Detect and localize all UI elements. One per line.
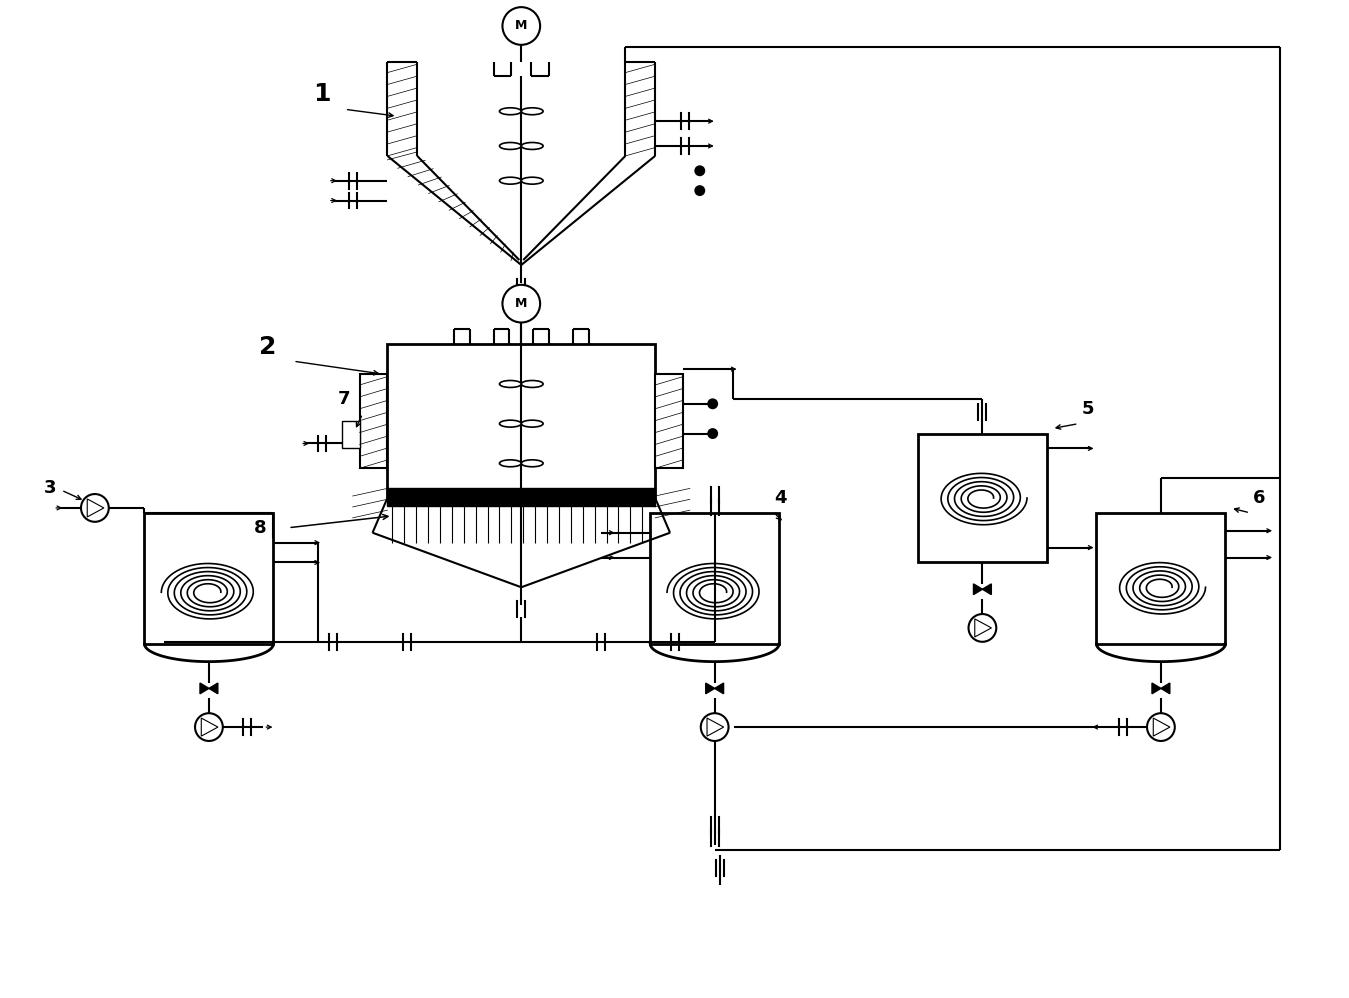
Bar — [387, 488, 656, 506]
Circle shape — [695, 186, 706, 196]
Text: 5: 5 — [1082, 400, 1094, 418]
Circle shape — [538, 495, 544, 499]
Circle shape — [479, 495, 484, 499]
Circle shape — [969, 614, 997, 642]
Ellipse shape — [521, 143, 544, 150]
Polygon shape — [88, 499, 104, 517]
Ellipse shape — [521, 420, 544, 427]
Circle shape — [529, 495, 534, 499]
Polygon shape — [200, 683, 209, 694]
Circle shape — [490, 495, 494, 499]
Circle shape — [429, 495, 434, 499]
Circle shape — [519, 495, 523, 499]
Ellipse shape — [521, 178, 544, 185]
Circle shape — [440, 495, 444, 499]
Text: M: M — [515, 20, 527, 33]
Polygon shape — [975, 619, 992, 637]
Bar — [650, 513, 780, 644]
Bar — [917, 433, 1047, 563]
Bar — [144, 513, 274, 644]
Polygon shape — [1161, 683, 1170, 694]
Circle shape — [549, 495, 553, 499]
Circle shape — [558, 495, 564, 499]
Ellipse shape — [521, 380, 544, 387]
Polygon shape — [707, 718, 723, 737]
Circle shape — [598, 495, 603, 499]
Circle shape — [707, 398, 718, 409]
Circle shape — [449, 495, 455, 499]
Circle shape — [579, 495, 583, 499]
Bar — [656, 374, 683, 468]
Circle shape — [638, 495, 642, 499]
Circle shape — [399, 495, 405, 499]
Circle shape — [469, 495, 475, 499]
Ellipse shape — [499, 380, 521, 387]
Polygon shape — [209, 683, 217, 694]
Bar — [360, 374, 387, 468]
Polygon shape — [982, 584, 992, 595]
Circle shape — [648, 495, 653, 499]
Bar — [387, 344, 656, 498]
Circle shape — [695, 166, 706, 177]
Text: 3: 3 — [43, 479, 55, 497]
Bar — [1097, 513, 1225, 644]
Ellipse shape — [499, 108, 521, 115]
Circle shape — [502, 284, 540, 322]
Circle shape — [196, 714, 223, 741]
Text: 6: 6 — [1253, 489, 1265, 507]
Ellipse shape — [521, 108, 544, 115]
Text: 8: 8 — [254, 519, 266, 537]
Circle shape — [700, 714, 728, 741]
Circle shape — [618, 495, 623, 499]
Circle shape — [588, 495, 594, 499]
Circle shape — [420, 495, 425, 499]
Circle shape — [502, 7, 540, 45]
Polygon shape — [974, 584, 982, 595]
Text: M: M — [515, 297, 527, 310]
Circle shape — [1147, 714, 1175, 741]
Ellipse shape — [499, 460, 521, 467]
Circle shape — [390, 495, 395, 499]
Circle shape — [707, 428, 718, 439]
Circle shape — [568, 495, 573, 499]
Polygon shape — [1152, 683, 1161, 694]
Text: 4: 4 — [774, 489, 786, 507]
Circle shape — [608, 495, 612, 499]
Text: 7: 7 — [337, 390, 351, 408]
Circle shape — [509, 495, 514, 499]
Circle shape — [410, 495, 414, 499]
Circle shape — [627, 495, 633, 499]
Circle shape — [459, 495, 464, 499]
Polygon shape — [706, 683, 715, 694]
Polygon shape — [1153, 718, 1170, 737]
Ellipse shape — [499, 143, 521, 150]
Polygon shape — [201, 718, 219, 737]
Text: 1: 1 — [313, 83, 331, 107]
Ellipse shape — [521, 460, 544, 467]
Ellipse shape — [499, 420, 521, 427]
Text: 2: 2 — [259, 335, 277, 359]
Bar — [341, 421, 360, 448]
Ellipse shape — [499, 178, 521, 185]
Circle shape — [81, 494, 109, 522]
Polygon shape — [715, 683, 723, 694]
Circle shape — [499, 495, 505, 499]
